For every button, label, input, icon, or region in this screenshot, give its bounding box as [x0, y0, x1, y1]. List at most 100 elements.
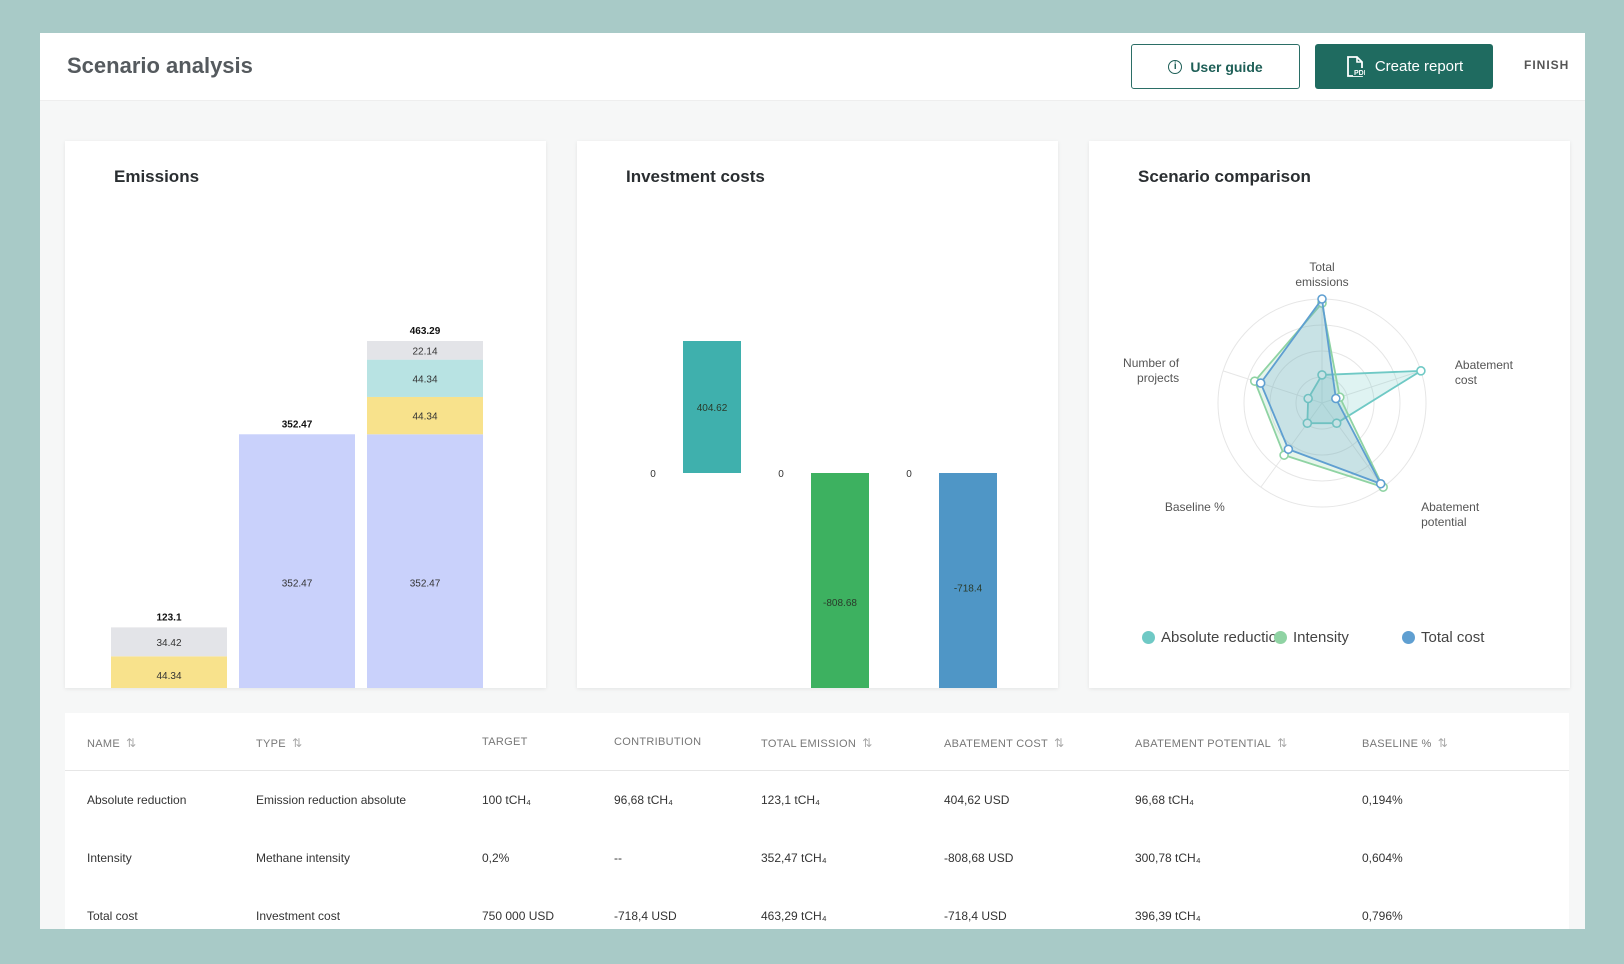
sort-icon[interactable]: ⇅	[1054, 736, 1065, 750]
radar-point[interactable]	[1375, 478, 1386, 489]
emissions-segment-label: 352.47	[410, 579, 441, 590]
emissions-segment-label: 34.42	[156, 638, 181, 649]
radar-point[interactable]	[1283, 444, 1294, 455]
investment-value-label: 404.62	[697, 403, 728, 414]
column-header-abatement-cost[interactable]: ABATEMENT COST ⇅	[944, 736, 1064, 750]
pdf-file-icon: PDF	[1346, 55, 1365, 77]
user-guide-button[interactable]: i User guide	[1131, 44, 1300, 89]
table-cell-total-emission: 352,47 tCH₄	[761, 851, 827, 865]
radar-point[interactable]	[1302, 418, 1313, 428]
investment-bar[interactable]	[683, 341, 741, 473]
investment-value-label: -808.68	[823, 598, 857, 609]
emissions-segment-label: 44.34	[412, 412, 437, 423]
table-cell-contribution: -718,4 USD	[614, 909, 677, 923]
table-cell-total-emission: 463,29 tCH₄	[761, 909, 827, 923]
table-header: NAME ⇅ TYPE ⇅ TARGET CONTRIBUTION TOTAL EMISSI…	[65, 713, 1569, 771]
emissions-bar-segment[interactable]	[367, 434, 483, 688]
emissions-segment-label: 352.47	[282, 579, 313, 590]
column-header-baseline[interactable]: BASELINE % ⇅	[1362, 736, 1448, 750]
radar-series-total-cost[interactable]	[1259, 296, 1383, 486]
column-header-target: TARGET	[482, 736, 528, 748]
column-header-type[interactable]: TYPE ⇅	[256, 736, 302, 750]
column-header-label: TOTAL EMISSION	[761, 738, 857, 750]
finish-button[interactable]: FINISH	[1524, 58, 1570, 72]
legend-label: Intensity	[1293, 629, 1349, 646]
emissions-segment-label: 44.34	[156, 671, 181, 682]
emissions-bar-segment[interactable]	[111, 627, 227, 657]
radar-point[interactable]	[1416, 366, 1426, 376]
table-cell-type: Investment cost	[256, 909, 341, 923]
table-cell-abatement-cost: 404,62 USD	[944, 793, 1010, 807]
radar-series-intensity[interactable]	[1253, 301, 1385, 489]
table-cell-contribution: 96,68 tCH₄	[614, 793, 673, 807]
table-cell-contribution: --	[614, 851, 622, 865]
table-row[interactable]: Intensity Methane intensity 0,2% -- 352,47 t…	[65, 829, 1569, 887]
emissions-bar-segment[interactable]	[367, 396, 483, 435]
investment-card: Investment costs 404.620Absolute reducti…	[577, 141, 1058, 688]
radar-axis-label: Total emissions	[1295, 260, 1348, 289]
table-cell-target: 750 000 USD	[482, 909, 555, 923]
legend-dot-total-cost	[1402, 631, 1415, 644]
column-header-label: TARGET	[482, 736, 528, 748]
table-row[interactable]: Total cost Investment cost 750 000 USD -718…	[65, 887, 1569, 929]
table-cell-name: Total cost	[87, 909, 138, 923]
emissions-bar-segment[interactable]	[367, 359, 483, 397]
sort-icon[interactable]: ⇅	[862, 736, 873, 750]
legend-label: Absolute reduction	[1161, 629, 1286, 646]
column-header-total-emission[interactable]: TOTAL EMISSION ⇅	[761, 736, 872, 750]
user-guide-label: User guide	[1190, 58, 1263, 75]
table-cell-name: Absolute reduction	[87, 793, 187, 807]
emissions-bar-segment[interactable]	[367, 341, 483, 360]
investment-bar[interactable]	[811, 473, 869, 688]
radar-axis-label: Abatement potential	[1421, 500, 1480, 529]
legend-item-intensity[interactable]: Intensity	[1274, 629, 1349, 646]
column-header-abatement-potential[interactable]: ABATEMENT POTENTIAL ⇅	[1135, 736, 1287, 750]
sort-icon[interactable]: ⇅	[1277, 736, 1288, 750]
emissions-segment-label: 44.34	[412, 374, 437, 385]
page-title: Scenario analysis	[67, 53, 253, 78]
create-report-button[interactable]: PDF Create report	[1315, 44, 1493, 89]
legend-item-total-cost[interactable]: Total cost	[1402, 629, 1484, 646]
radar-point[interactable]	[1255, 378, 1266, 388]
table-cell-abatement-cost: -808,68 USD	[944, 851, 1014, 865]
investment-bar[interactable]	[939, 473, 997, 688]
radar-axis-line	[1260, 402, 1323, 488]
sort-icon[interactable]: ⇅	[291, 736, 303, 750]
radar-point[interactable]	[1303, 393, 1313, 404]
svg-text:PDF: PDF	[1354, 70, 1365, 77]
top-bar: Scenario analysis i User guide PDF Creat…	[40, 33, 1585, 101]
app-window: Scenario analysis i User guide PDF Creat…	[40, 33, 1585, 929]
comparison-title: Scenario comparison	[1138, 167, 1311, 186]
radar-point[interactable]	[1331, 393, 1341, 404]
legend-dot-intensity	[1274, 631, 1287, 644]
emissions-bar-segment[interactable]	[239, 434, 355, 688]
table-cell-baseline: 0,194%	[1362, 793, 1403, 807]
table-cell-abatement-potential: 300,78 tCH₄	[1135, 851, 1201, 865]
column-header-name[interactable]: NAME ⇅	[87, 736, 136, 750]
column-header-label: TYPE	[256, 738, 286, 750]
legend-dot-absolute-reduction	[1142, 631, 1155, 644]
scenario-table: NAME ⇅ TYPE ⇅ TARGET CONTRIBUTION TOTAL EMISSI…	[65, 713, 1569, 929]
radar-point[interactable]	[1331, 418, 1342, 428]
radar-axis-label: Number of projects	[1123, 356, 1180, 385]
radar-point[interactable]	[1317, 294, 1327, 304]
column-header-label: ABATEMENT COST	[944, 738, 1049, 750]
table-cell-total-emission: 123,1 tCH₄	[761, 793, 820, 807]
radar-axis-line	[1321, 402, 1384, 488]
radar-point[interactable]	[1317, 370, 1327, 380]
table-cell-abatement-potential: 96,68 tCH₄	[1135, 793, 1194, 807]
emissions-bar-segment[interactable]	[111, 656, 227, 688]
investment-zero-label: 0	[906, 469, 912, 480]
sort-icon[interactable]: ⇅	[1437, 736, 1448, 750]
table-cell-abatement-potential: 396,39 tCH₄	[1135, 909, 1201, 923]
emissions-title: Emissions	[114, 167, 200, 186]
table-cell-baseline: 0,604%	[1362, 851, 1403, 865]
table-cell-type: Emission reduction absolute	[256, 793, 407, 807]
table-row[interactable]: Absolute reduction Emission reduction abs…	[65, 771, 1569, 829]
column-header-label: ABATEMENT POTENTIAL	[1135, 738, 1272, 750]
radar-axis-label: Baseline %	[1165, 500, 1225, 514]
sort-icon[interactable]: ⇅	[125, 736, 137, 750]
legend-item-absolute-reduction[interactable]: Absolute reduction	[1142, 629, 1285, 646]
table-cell-target: 0,2%	[482, 851, 510, 865]
